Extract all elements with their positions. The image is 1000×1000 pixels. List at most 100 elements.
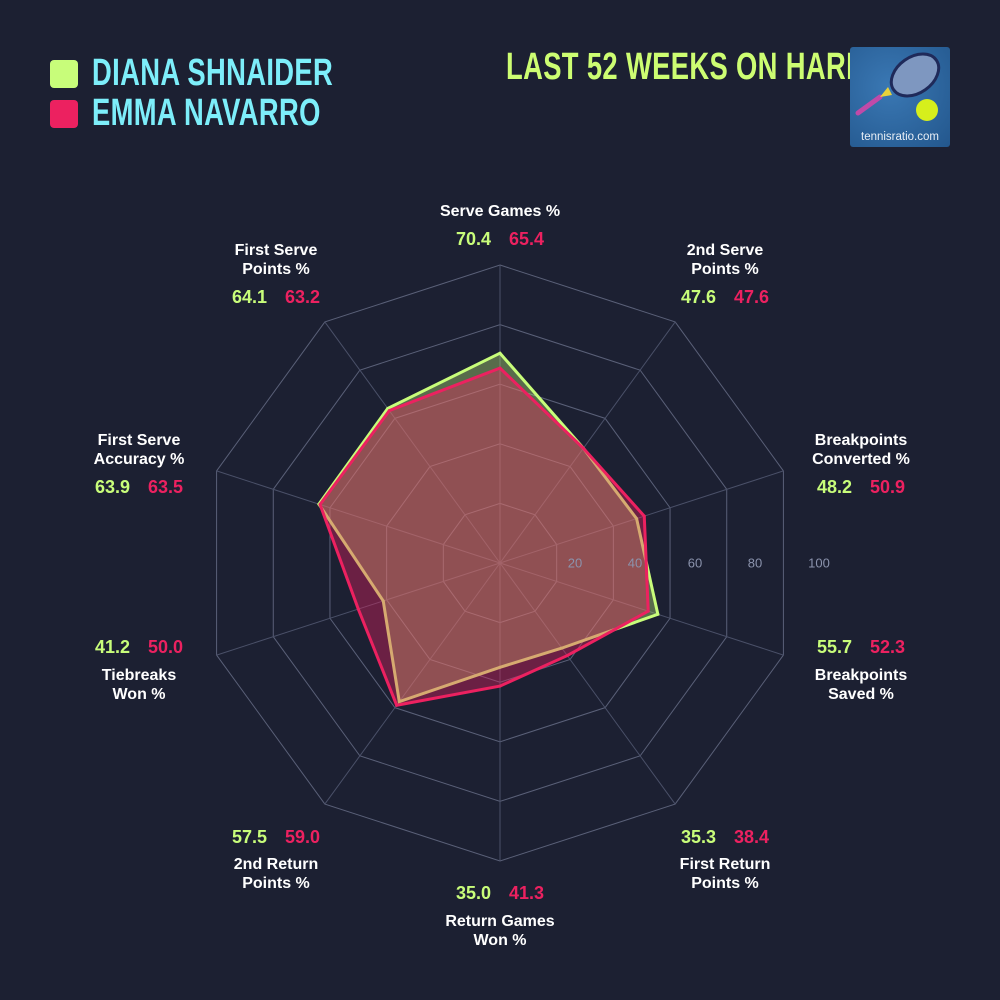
data-point-1-4 bbox=[565, 654, 569, 658]
axis-values: 55.7 52.3 bbox=[817, 637, 905, 658]
axis-label-line: Converted % bbox=[812, 451, 910, 468]
axis-label: Serve Games % bbox=[440, 202, 560, 221]
data-label-emma: 38.4 bbox=[734, 827, 770, 847]
axis-values: 48.2 50.9 bbox=[817, 477, 905, 498]
racket-ball-icon bbox=[855, 52, 941, 121]
data-label-diana: 55.7 bbox=[816, 637, 852, 657]
grid-spoke-8 bbox=[216, 470, 501, 564]
data-point-1-2 bbox=[642, 514, 646, 518]
data-label-diana: 35.3 bbox=[680, 827, 716, 847]
axis-values: 63.9 63.5 bbox=[95, 477, 183, 498]
axis-label-line: Points % bbox=[691, 875, 759, 892]
axis-label-line: Points % bbox=[691, 261, 759, 278]
axis-label-line: Return Games bbox=[445, 913, 555, 930]
axis-label: Return Games Won % bbox=[445, 912, 554, 950]
data-point-1-0 bbox=[498, 366, 502, 370]
data-point-1-7 bbox=[356, 607, 360, 611]
axis-label-line: First Serve bbox=[234, 242, 318, 259]
axis-label-line: First Serve bbox=[97, 432, 181, 449]
axis-label-line: Saved % bbox=[828, 686, 894, 703]
data-label-emma: 50.9 bbox=[870, 477, 906, 497]
data-label-diana: 70.4 bbox=[455, 229, 491, 249]
ring-tick-label: 80 bbox=[747, 555, 763, 571]
axis-label: Breakpoints Converted % bbox=[812, 431, 910, 469]
axis-label: First Return Points % bbox=[680, 855, 771, 893]
axis-label-line: Points % bbox=[242, 875, 310, 892]
axis-label-line: Breakpoints bbox=[814, 667, 908, 684]
axis-values: 35.3 38.4 bbox=[681, 827, 769, 848]
grid-spoke-6 bbox=[324, 562, 501, 805]
tennisratio-logo: tennisratio.com bbox=[850, 47, 950, 147]
data-point-0-4 bbox=[560, 646, 564, 650]
data-label-emma: 63.5 bbox=[148, 477, 184, 497]
axis-label-line: Won % bbox=[473, 932, 527, 949]
axis-label-line: Serve Games % bbox=[439, 203, 561, 220]
data-label-diana: 48.2 bbox=[816, 477, 852, 497]
axis-label: First Serve Points % bbox=[235, 241, 318, 279]
data-point-1-3 bbox=[646, 609, 650, 613]
data-label-emma: 59.0 bbox=[285, 827, 321, 847]
data-point-0-7 bbox=[381, 599, 385, 603]
axis-label: Tiebreaks Won % bbox=[102, 666, 176, 704]
axis-label: Breakpoints Saved % bbox=[815, 666, 907, 704]
series-area-1 bbox=[320, 368, 649, 706]
data-point-1-8 bbox=[318, 503, 322, 507]
data-point-0-9 bbox=[386, 406, 390, 410]
logo-url: tennisratio.com bbox=[861, 131, 939, 143]
data-label-diana: 35.0 bbox=[455, 883, 491, 903]
data-label-diana: 64.1 bbox=[231, 287, 267, 307]
axis-label-line: 2nd Return bbox=[233, 856, 319, 873]
ring-tick-label: 60 bbox=[687, 555, 703, 571]
data-label-diana: 41.2 bbox=[94, 637, 130, 657]
ring-tick-label: 40 bbox=[627, 555, 643, 571]
axis-label-line: Won % bbox=[112, 686, 166, 703]
axis-label: First Serve Accuracy % bbox=[94, 431, 185, 469]
data-point-0-0 bbox=[498, 351, 502, 355]
grid-spoke-9 bbox=[324, 321, 501, 564]
chart-title: LAST 52 WEEKS ON HARD bbox=[506, 46, 867, 88]
ring-tick-label: 20 bbox=[567, 555, 583, 571]
legend-label-emma: EMMA NAVARRO bbox=[92, 92, 321, 134]
axis-label: 2nd Return Points % bbox=[234, 855, 318, 893]
data-label-emma: 47.6 bbox=[734, 287, 770, 307]
grid-spoke-3 bbox=[499, 562, 784, 656]
data-label-emma: 63.2 bbox=[285, 287, 321, 307]
axis-values: 70.4 65.4 bbox=[456, 229, 544, 250]
axis-values: 41.2 50.0 bbox=[95, 637, 183, 658]
grid-spoke-1 bbox=[499, 321, 676, 564]
axis-label-line: Breakpoints bbox=[814, 432, 908, 449]
grid-spoke-2 bbox=[499, 470, 784, 564]
data-label-diana: 63.9 bbox=[94, 477, 130, 497]
axis-values: 35.0 41.3 bbox=[456, 883, 544, 904]
axis-values: 57.5 59.0 bbox=[232, 827, 320, 848]
data-label-emma: 52.3 bbox=[870, 637, 906, 657]
legend-item-diana: DIANA SHNAIDER bbox=[50, 52, 427, 95]
data-point-1-6 bbox=[395, 703, 399, 707]
axis-label-line: Accuracy % bbox=[93, 451, 185, 468]
axis-label: 2nd Serve Points % bbox=[687, 241, 763, 279]
axis-label-line: Points % bbox=[242, 261, 310, 278]
axis-values: 47.6 47.6 bbox=[681, 287, 769, 308]
legend-label-diana: DIANA SHNAIDER bbox=[92, 52, 334, 94]
data-point-1-1 bbox=[581, 446, 585, 450]
axis-label-line: Tiebreaks bbox=[101, 667, 177, 684]
data-label-diana: 47.6 bbox=[680, 287, 716, 307]
axis-label-line: 2nd Serve bbox=[686, 242, 764, 259]
data-label-emma: 50.0 bbox=[148, 637, 184, 657]
legend-swatch-diana bbox=[50, 59, 78, 88]
data-label-diana: 57.5 bbox=[231, 827, 267, 847]
axis-label-line: First Return bbox=[679, 856, 771, 873]
data-label-emma: 41.3 bbox=[509, 883, 545, 903]
ring-tick-label: 100 bbox=[808, 555, 830, 571]
data-point-1-5 bbox=[498, 684, 502, 688]
data-label-emma: 65.4 bbox=[509, 229, 545, 249]
data-point-0-5 bbox=[498, 665, 502, 669]
data-point-0-3 bbox=[656, 612, 660, 616]
legend-item-emma: EMMA NAVARRO bbox=[50, 92, 410, 135]
legend-swatch-emma bbox=[50, 99, 78, 128]
data-point-0-2 bbox=[635, 517, 639, 521]
axis-values: 64.1 63.2 bbox=[232, 287, 320, 308]
data-point-0-6 bbox=[397, 700, 401, 704]
data-point-1-9 bbox=[387, 409, 391, 413]
